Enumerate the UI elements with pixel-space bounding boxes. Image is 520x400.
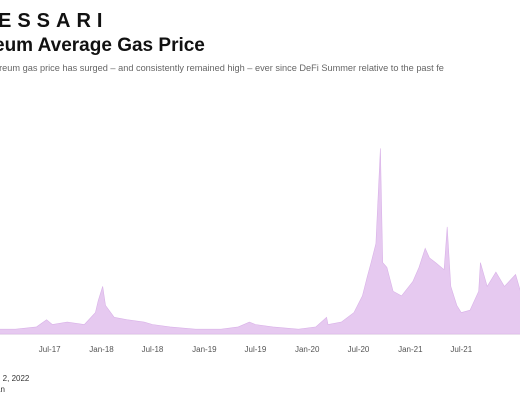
- x-tick-label-3: Jan-19: [192, 345, 217, 354]
- x-tick-label-0: Jul-17: [39, 345, 61, 354]
- x-tick-label-5: Jan-20: [295, 345, 320, 354]
- x-tick-label-7: Jan-21: [398, 345, 423, 354]
- x-tick-label-4: Jul-19: [245, 345, 267, 354]
- brand-logo-text: ESSARI: [0, 10, 109, 32]
- area-series-group: [0, 148, 520, 335]
- area-series-0: [0, 148, 520, 335]
- footer-date: h 2, 2022: [0, 374, 30, 383]
- x-tick-label-1: Jan-18: [89, 345, 114, 354]
- x-axis-ticks: Jul-17 Jan-18 Jul-18 Jan-19 Jul-19 Jan-20 Jul-…: [39, 345, 473, 354]
- footer-author: an: [0, 385, 5, 394]
- x-tick-label-2: Jul-18: [142, 345, 164, 354]
- x-tick-label-8: Jul-21: [450, 345, 472, 354]
- chart-subtitle: ereum gas price has surged – and consist…: [0, 63, 444, 73]
- x-tick-label-6: Jul-20: [348, 345, 370, 354]
- chart-title: eum Average Gas Price: [0, 35, 205, 56]
